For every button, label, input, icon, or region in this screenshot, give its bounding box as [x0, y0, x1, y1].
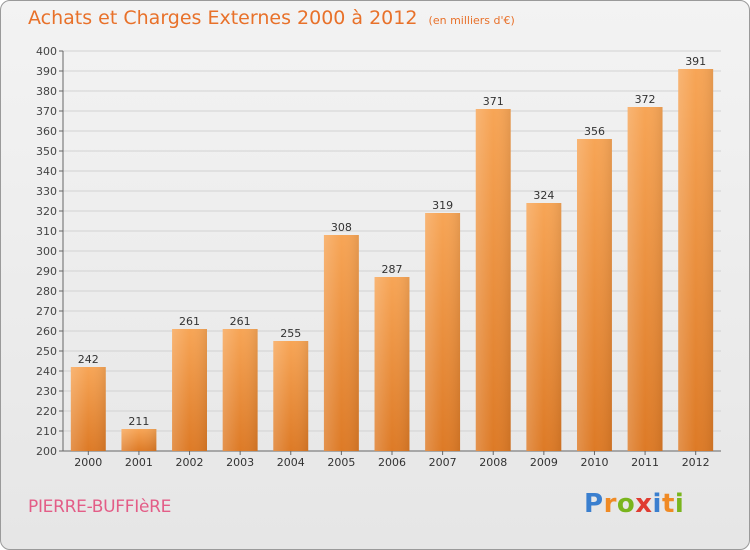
bars: [70, 69, 714, 451]
bar-shade: [323, 235, 359, 451]
logo-letter: i: [652, 489, 662, 519]
bar-shade: [273, 341, 309, 451]
data-label: 255: [280, 327, 301, 340]
logo-letter: t: [661, 489, 675, 519]
data-label: 372: [635, 93, 656, 106]
data-label: 261: [230, 315, 251, 328]
y-tick-label: 330: [36, 185, 57, 198]
y-tick-label: 370: [36, 105, 57, 118]
bar-shade: [526, 203, 562, 451]
logo-letter: o: [616, 489, 636, 519]
x-tick-label: 2000: [74, 456, 102, 469]
bar-shade: [627, 107, 663, 451]
y-tick-label: 250: [36, 345, 57, 358]
data-label: 211: [128, 415, 149, 428]
y-tick-label: 240: [36, 365, 57, 378]
logo-letter: x: [635, 489, 653, 519]
y-tick-label: 290: [36, 265, 57, 278]
x-tick-label: 2007: [429, 456, 457, 469]
logo-letter: i: [674, 489, 685, 519]
x-tick-label: 2006: [378, 456, 406, 469]
data-label: 356: [584, 125, 605, 138]
logo-letter: r: [603, 489, 617, 519]
x-tick-label: 2004: [277, 456, 305, 469]
x-tick-label: 2009: [530, 456, 558, 469]
bar-shade: [172, 329, 208, 451]
chart-title-main: Achats et Charges Externes 2000 à 2012: [28, 7, 418, 29]
y-tick-label: 220: [36, 405, 57, 418]
y-tick-label: 400: [36, 45, 57, 58]
data-labels: 242 211 261 261 255 308 287 319 371 324 356 372 391: [78, 55, 706, 428]
commune-name: PIERRE-BUFFIèRE: [28, 497, 172, 517]
chart-title: Achats et Charges Externes 2000 à 2012 (…: [28, 7, 515, 29]
bar-shade: [425, 213, 461, 451]
data-label: 324: [533, 189, 554, 202]
x-tick-label: 2010: [580, 456, 608, 469]
proxiti-logo: Proxiti: [584, 489, 684, 519]
data-label: 391: [685, 55, 706, 68]
y-tick-label: 200: [36, 445, 57, 458]
y-tick-label: 270: [36, 305, 57, 318]
y-tick-label: 280: [36, 285, 57, 298]
bar-shade: [576, 139, 612, 451]
data-label: 287: [382, 263, 403, 276]
x-tick-label: 2001: [125, 456, 153, 469]
y-tick-label: 390: [36, 65, 57, 78]
y-tick-label: 230: [36, 385, 57, 398]
data-label: 371: [483, 95, 504, 108]
bar-shade: [678, 69, 714, 451]
y-tick-label: 360: [36, 125, 57, 138]
y-tick-label: 310: [36, 225, 57, 238]
x-tick-label: 2008: [479, 456, 507, 469]
y-tick-label: 380: [36, 85, 57, 98]
x-tick-label: 2003: [226, 456, 254, 469]
x-tick-label: 2002: [176, 456, 204, 469]
y-tick-label: 300: [36, 245, 57, 258]
data-label: 242: [78, 353, 99, 366]
x-tick-label: 2012: [682, 456, 710, 469]
y-tick-label: 320: [36, 205, 57, 218]
data-label: 261: [179, 315, 200, 328]
bar-shade: [374, 277, 410, 451]
bar-shade: [70, 367, 106, 451]
y-tick-label: 340: [36, 165, 57, 178]
y-tick-label: 350: [36, 145, 57, 158]
data-label: 308: [331, 221, 352, 234]
bar-shade: [121, 429, 157, 451]
data-label: 319: [432, 199, 453, 212]
y-tick-label: 260: [36, 325, 57, 338]
x-tick-label: 2011: [631, 456, 659, 469]
bar-shade: [475, 109, 511, 451]
chart-title-unit: (en milliers d'€): [428, 14, 515, 27]
x-tick-label: 2005: [327, 456, 355, 469]
axes: 200 210 220 230 240 250 260 270 280 290 300 310 320 3…: [36, 45, 721, 469]
bar-shade: [222, 329, 258, 451]
y-tick-label: 210: [36, 425, 57, 438]
logo-letter: P: [584, 489, 604, 519]
